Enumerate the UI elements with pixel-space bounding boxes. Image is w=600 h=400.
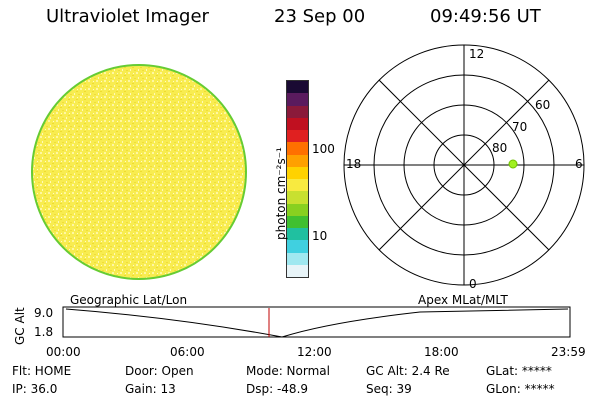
colorbar-segment <box>287 130 308 143</box>
status-flt: Flt: HOME <box>12 364 72 378</box>
colorbar-segment <box>287 179 308 192</box>
polar-emission-spot <box>508 159 518 169</box>
timeline-left-title: Geographic Lat/Lon <box>70 293 188 307</box>
status-glat: GLat: ***** <box>486 364 552 378</box>
timeline-ymin: 1.8 <box>34 325 54 339</box>
polar-diagonal-2 <box>378 79 550 251</box>
colorbar-segment <box>287 81 308 94</box>
colorbar-segment <box>287 154 308 167</box>
earth-disk <box>31 64 247 280</box>
status-ip: IP: 36.0 <box>12 382 58 396</box>
status-gain: Gain: 13 <box>125 382 176 396</box>
status-mode: Mode: Normal <box>246 364 330 378</box>
timeline-xtick-0000: 00:00 <box>46 345 81 359</box>
time-label: 09:49:56 UT <box>430 6 541 27</box>
altitude-curve <box>65 308 569 338</box>
colorbar-segment <box>287 166 308 179</box>
colorbar-segment <box>287 203 308 216</box>
timeline-right-title: Apex MLat/MLT <box>418 293 508 307</box>
colorbar-segment <box>287 117 308 130</box>
timeline-ymax: 9.0 <box>34 306 54 320</box>
timeline-xtick-2359: 23:59 <box>551 345 586 359</box>
timeline-xtick-1200: 12:00 <box>297 345 332 359</box>
mlt-label-18: 18 <box>346 157 362 171</box>
status-glon: GLon: ***** <box>486 382 555 396</box>
status-door: Door: Open <box>125 364 194 378</box>
timeline-frame <box>62 306 571 338</box>
mlt-label-12: 12 <box>469 47 485 61</box>
colorbar-segment <box>287 191 308 204</box>
colorbar-segment <box>287 105 308 118</box>
instrument-title: Ultraviolet Imager <box>46 6 209 27</box>
color-scale-bar <box>286 80 309 278</box>
colorbar-segment <box>287 215 308 228</box>
timeline-xtick-0600: 06:00 <box>170 345 205 359</box>
status-gcalt: GC Alt: 2.4 Re <box>366 364 450 378</box>
colorbar-segment <box>287 252 308 265</box>
colorbar-segment <box>287 240 308 253</box>
colorbar-segment <box>287 142 308 155</box>
status-dsp: Dsp: -48.9 <box>246 382 309 396</box>
timeline-xtick-1800: 18:00 <box>424 345 459 359</box>
colorbar-tick-10: 10 <box>312 229 328 243</box>
mlt-label-0: 0 <box>469 277 477 291</box>
colorbar-segment <box>287 93 308 106</box>
mlat-label-70: 70 <box>512 120 528 134</box>
mlat-label-80: 80 <box>492 141 508 155</box>
colorbar-tick-100: 100 <box>312 142 335 156</box>
mlt-label-6: 6 <box>575 157 583 171</box>
colorbar-segment <box>287 228 308 241</box>
mlat-label-60: 60 <box>535 98 551 112</box>
date-label: 23 Sep 00 <box>274 6 366 27</box>
status-seq: Seq: 39 <box>366 382 412 396</box>
colorbar-segment <box>287 264 308 277</box>
